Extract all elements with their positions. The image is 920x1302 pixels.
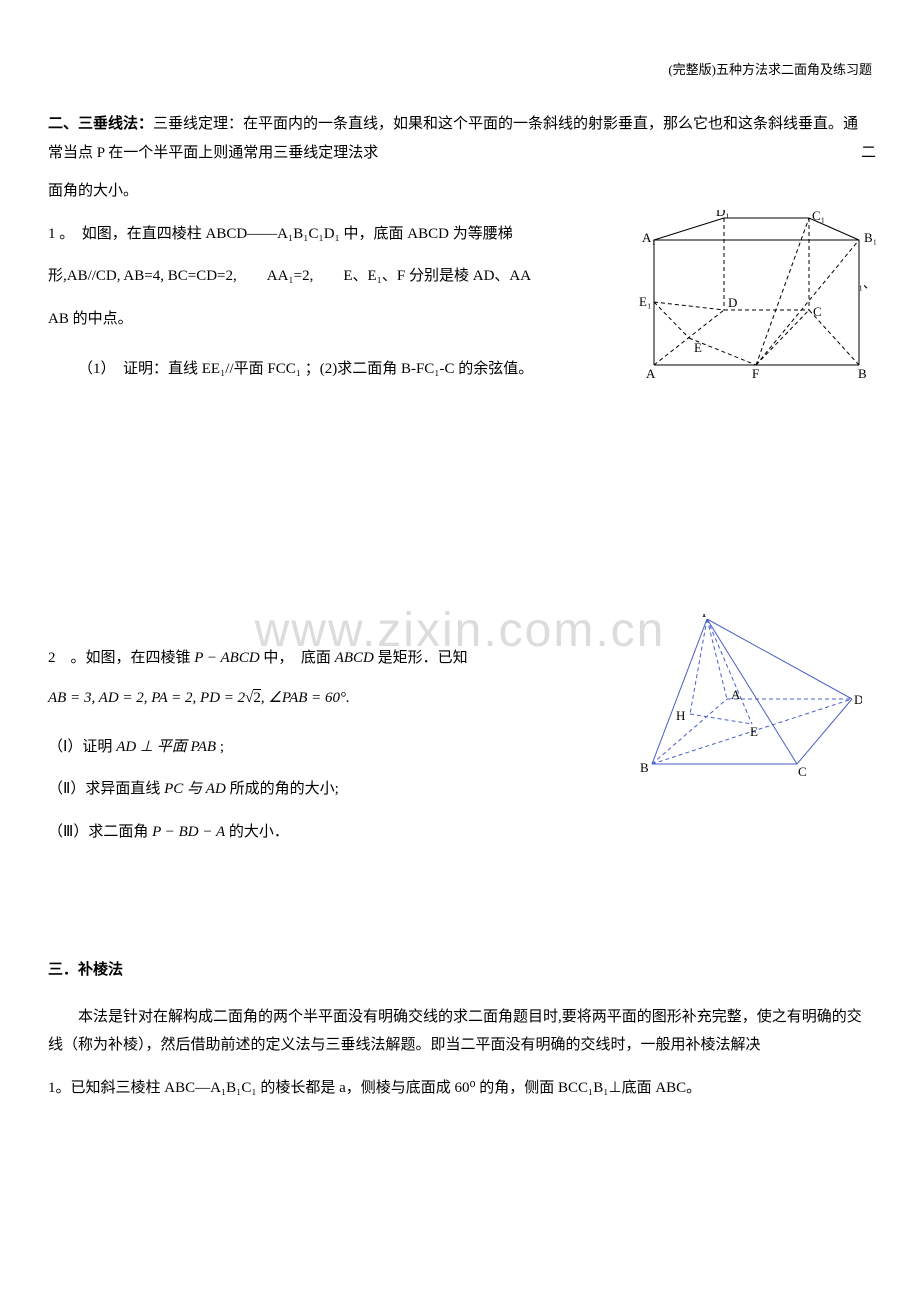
fig1-label-B: B (858, 366, 867, 380)
figure1-prism: A₁ B₁ D₁ C₁ A B D C E₁ E F (634, 210, 884, 380)
q2-sub3: （Ⅲ）求二面角 P − BD − A 的大小． (48, 818, 608, 847)
fig2-label-P: P (702, 614, 709, 620)
q2-l1-pre: 2 。如图，在四棱锥 (48, 650, 194, 666)
q2-l1-mid: 中， 底面 (260, 650, 335, 666)
doc-header-title: (完整版)五种方法求二面角及练习题 (668, 58, 872, 83)
section3-title: 三．补棱法 (48, 956, 872, 985)
q2-l2-sqrt: 2 (253, 689, 261, 706)
q2-s3-post: 的大小． (225, 824, 289, 840)
q2-l1-post: 是矩形．已知 (374, 650, 468, 666)
q2-s2-post: 所成的角的大小; (226, 781, 339, 797)
fig1-label-C: C (813, 304, 822, 319)
q2-line1: 2 。如图，在四棱锥 P − ABCD 中， 底面 ABCD 是矩形．已知 (48, 644, 608, 673)
q2-s1-post: ; (216, 739, 224, 755)
fig1-label-A1: A₁ (642, 230, 656, 245)
section2-title-tail2: 面角的大小。 (48, 177, 872, 206)
fig2-label-E: E (750, 724, 758, 739)
fig1-label-D: D (728, 295, 737, 310)
section3-q1: 1。已知斜三棱柱 ABC—A₁B₁C₁ 的棱长都是 a，侧棱与底面成 60⁰ 的… (48, 1074, 872, 1103)
q2-s2-pre: （Ⅱ）求异面直线 (48, 781, 164, 797)
q1-subq: （1） 证明：直线 EE₁//平面 FCC₁ ；(2)求二面角 B-FC₁-C … (48, 355, 588, 384)
section3-body: 本法是针对在解构成二面角的两个半平面没有明确交线的求二面角题目时,要将两平面的图… (48, 1003, 872, 1060)
fig2-label-D: D (854, 692, 862, 707)
question1-block: 1 。 如图，在直四棱柱 ABCD——A₁B₁C₁D₁ 中，底面 ABCD 为等… (48, 220, 872, 384)
fig1-label-A: A (646, 366, 656, 380)
q1-line2-text: 形,AB//CD, AB=4, BC=CD=2, AA₁=2, E、E₁、F 分… (48, 268, 531, 284)
section2-title-tail1: 二 (861, 139, 876, 168)
q2-s3-pre: （Ⅲ）求二面角 (48, 824, 152, 840)
q2-s1-pre: （Ⅰ）证明 (48, 739, 116, 755)
q2-l1-m1: P − ABCD (194, 650, 259, 666)
fig2-label-A: A (731, 687, 741, 702)
q1-line3: AB 的中点。 (48, 305, 588, 334)
fig1-label-E: E (694, 340, 702, 355)
fig2-label-C: C (798, 764, 807, 779)
fig1-label-B1: B₁ (864, 230, 877, 245)
figure2-pyramid: P A B C D H E (632, 614, 862, 784)
q2-sub2: （Ⅱ）求异面直线 PC 与 AD 所成的角的大小; (48, 775, 608, 804)
section2-heading: 二、三垂线法：三垂线定理：在平面内的一条直线，如果和这个平面的一条斜线的射影垂直… (48, 110, 872, 167)
fig1-label-E1: E₁ (639, 294, 651, 309)
fig1-label-F: F (752, 366, 759, 380)
section2-title-body: 三垂线定理：在平面内的一条直线，如果和这个平面的一条斜线的射影垂直，那么它也和这… (48, 116, 858, 161)
q1-line1: 1 。 如图，在直四棱柱 ABCD——A₁B₁C₁D₁ 中，底面 ABCD 为等… (48, 220, 588, 249)
q2-s3-m: P − BD − A (152, 824, 225, 840)
section2-title-prefix: 二、三垂线法： (48, 116, 153, 132)
q2-s1-m: AD ⊥ 平面 PAB (116, 739, 216, 755)
q2-l2-pre: AB = 3, AD = 2, PA = 2, PD = 2 (48, 690, 245, 706)
q1-line2: 形,AB//CD, AB=4, BC=CD=2, AA₁=2, E、E₁、F 分… (48, 262, 588, 291)
q2-l2-post: , ∠PAB = 60°. (261, 690, 350, 706)
fig2-label-B: B (640, 760, 649, 775)
q2-sub1: （Ⅰ）证明 AD ⊥ 平面 PAB ; (48, 733, 608, 762)
q2-l1-m2: ABCD (335, 650, 374, 666)
fig1-label-D1: D₁ (716, 210, 730, 219)
q2-line2: AB = 3, AD = 2, PA = 2, PD = 2 2, ∠PAB = … (48, 684, 608, 713)
question2-block: 2 。如图，在四棱锥 P − ABCD 中， 底面 ABCD 是矩形．已知 AB… (48, 644, 872, 847)
fig1-label-C1: C₁ (812, 210, 825, 223)
fig2-label-H: H (676, 708, 685, 723)
q2-s2-m: PC 与 AD (164, 781, 226, 797)
